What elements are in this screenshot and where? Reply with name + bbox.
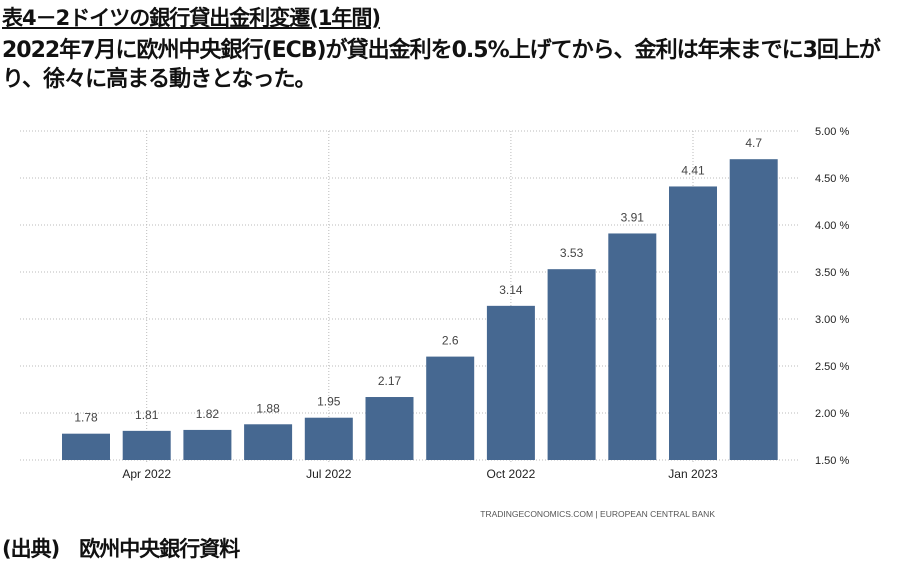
- x-tick-label: Apr 2022: [122, 467, 171, 481]
- data-label: 3.53: [560, 246, 584, 260]
- data-label: 4.7: [745, 136, 762, 150]
- y-tick-label: 2.00 %: [815, 408, 849, 420]
- data-label: 2.17: [378, 374, 402, 388]
- bar: [486, 305, 535, 460]
- chart-credit: TRADINGECONOMICS.COM | EUROPEAN CENTRAL …: [480, 509, 715, 519]
- y-tick-label: 4.00 %: [815, 220, 849, 232]
- figure-description: 2022年7月に欧州中央銀行(ECB)が貸出金利を0.5%上げてから、金利は年末…: [2, 38, 881, 92]
- bar: [426, 356, 475, 460]
- data-label: 1.81: [135, 408, 159, 422]
- bar: [669, 186, 717, 460]
- y-tick-label: 3.50 %: [815, 267, 849, 279]
- bar: [122, 430, 171, 460]
- data-label: 3.14: [499, 283, 523, 297]
- y-tick-label: 4.50 %: [815, 173, 849, 185]
- data-label: 4.41: [681, 163, 705, 177]
- data-label: 1.95: [317, 395, 341, 409]
- data-label: 2.6: [442, 334, 459, 348]
- bar: [304, 417, 353, 460]
- figure-title: 表4－2ドイツの銀行貸出金利変遷(1年間): [2, 6, 381, 30]
- data-label: 1.88: [256, 401, 280, 415]
- bar: [729, 159, 778, 460]
- bar-chart: 1.50 % 2.00 % 2.50 % 3.00 % 3.50 % 4.00 % 4.50…: [20, 126, 849, 519]
- bar: [183, 429, 232, 460]
- bar: [608, 233, 657, 460]
- x-tick-label: Oct 2022: [487, 467, 536, 481]
- data-label: 3.91: [621, 210, 645, 224]
- data-label: 1.82: [196, 407, 220, 421]
- y-tick-label: 3.00 %: [815, 314, 849, 326]
- bar: [365, 397, 414, 460]
- y-tick-label: 1.50 %: [815, 455, 849, 467]
- x-tick-label: Jan 2023: [668, 467, 718, 481]
- x-tick-label: Jul 2022: [306, 467, 352, 481]
- bar: [547, 269, 596, 460]
- source-note: (出典) 欧州中央銀行資料: [2, 537, 240, 561]
- y-tick-label: 2.50 %: [815, 361, 849, 373]
- data-label: 1.78: [74, 411, 98, 425]
- y-tick-label: 5.00 %: [815, 126, 849, 138]
- bar: [62, 433, 110, 460]
- bar: [244, 424, 293, 460]
